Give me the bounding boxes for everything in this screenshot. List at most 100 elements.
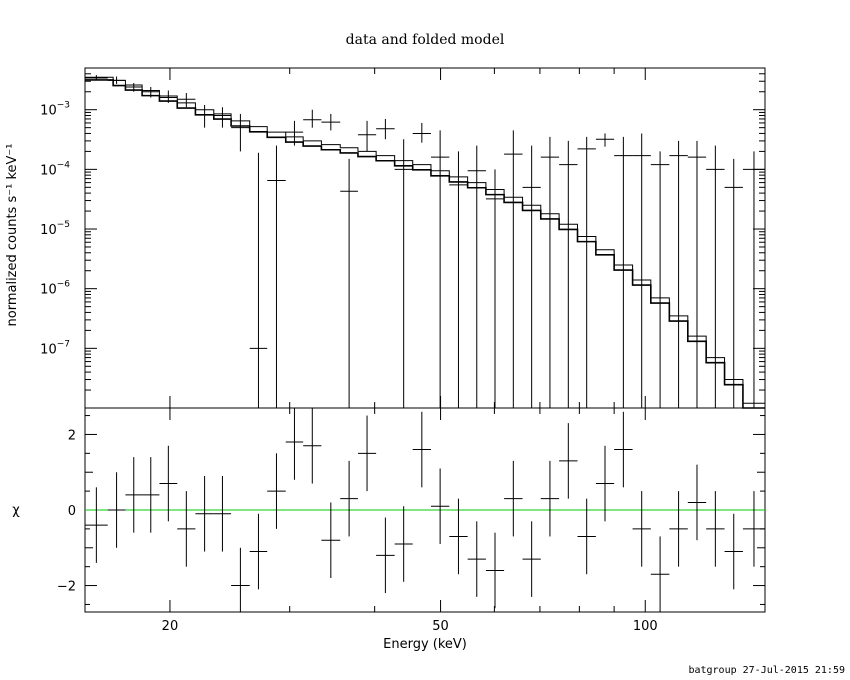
data-point (614, 136, 633, 408)
residuals-series (85, 408, 765, 612)
residual-point (285, 408, 304, 480)
x-tick-labels: 20 50 100 (162, 619, 658, 634)
y-tick-mantissa: 10 (40, 342, 57, 357)
residual-point (357, 415, 377, 492)
upper-plot-frame (84, 67, 766, 409)
data-series (85, 75, 765, 408)
residual-point (650, 536, 670, 612)
residual-point (412, 411, 431, 488)
data-point (504, 130, 523, 408)
residual-point (504, 460, 523, 537)
y-tick-exponent: −4 (57, 160, 71, 170)
data-point (231, 113, 250, 152)
lower-y-tick-label: 2 (68, 428, 76, 443)
data-point (522, 145, 541, 408)
data-point (632, 133, 651, 408)
lower-y-tick-label: −2 (57, 580, 76, 595)
data-point (376, 118, 395, 140)
upper-y-tick-label: 10−5 (40, 220, 70, 238)
data-point (724, 158, 743, 408)
upper-y-tick-label: 10−3 (40, 101, 70, 119)
data-point (142, 87, 160, 98)
data-point (107, 76, 126, 84)
upper-y-tick-label: 10−6 (40, 280, 70, 298)
residual-point (125, 457, 143, 533)
footer-stamp: batgroup 27-Jul-2015 21:59 (688, 665, 845, 676)
residual-point (394, 506, 413, 582)
lower-y-tick-label: 0 (68, 504, 76, 519)
residual-point (522, 521, 541, 597)
data-point (412, 122, 431, 143)
residual-point (449, 498, 468, 575)
residual-point (687, 464, 707, 541)
residual-point (85, 487, 108, 563)
data-point (303, 109, 322, 128)
upper-y-axis-label: normalized counts s⁻¹ keV⁻¹ (5, 144, 20, 327)
residual-point (614, 411, 633, 488)
y-tick-exponent: −3 (57, 101, 70, 111)
x-tick-label: 100 (633, 619, 658, 634)
y-tick-exponent: −7 (57, 339, 70, 349)
residual-point (142, 457, 160, 533)
y-tick-exponent: −6 (57, 280, 71, 290)
data-point (125, 83, 143, 92)
data-point (577, 136, 596, 408)
lower-y-tick-labels: −2 0 2 (57, 428, 76, 594)
y-tick-mantissa: 10 (40, 163, 57, 178)
residual-point (376, 517, 395, 594)
x-tick-label: 50 (432, 619, 449, 634)
data-point (249, 152, 268, 408)
residual-point (231, 547, 250, 612)
residual-point (595, 445, 615, 522)
data-point (706, 145, 725, 408)
y-tick-mantissa: 10 (40, 283, 57, 298)
y-tick-mantissa: 10 (40, 223, 57, 238)
residual-point (706, 491, 725, 567)
residual-point (742, 491, 765, 567)
data-point (285, 120, 304, 146)
data-point (394, 139, 413, 408)
model-step-line (85, 76, 765, 404)
data-point (687, 140, 707, 408)
residual-point (669, 491, 688, 567)
data-point (559, 140, 578, 408)
residual-point (540, 460, 560, 537)
data-point (595, 133, 615, 147)
residual-point (321, 502, 341, 578)
data-point (742, 151, 765, 408)
residual-point (159, 445, 178, 522)
residual-point (724, 513, 743, 590)
data-point (669, 140, 688, 408)
residual-point (430, 468, 450, 544)
residual-point (249, 513, 268, 590)
upper-axis-ticks (85, 68, 765, 612)
data-point (159, 90, 178, 103)
residual-point (213, 476, 232, 552)
data-point (485, 169, 505, 408)
data-point (85, 75, 108, 81)
data-point (267, 145, 286, 408)
residual-point (485, 532, 505, 609)
upper-y-axis-label-text: normalized counts s⁻¹ keV⁻¹ (5, 144, 20, 327)
residual-point (340, 460, 358, 537)
x-axis-label: Energy (keV) (383, 637, 467, 652)
chart-title: data and folded model (346, 32, 505, 48)
residual-point (177, 491, 196, 567)
y-tick-exponent: −5 (57, 220, 70, 230)
residual-point (632, 491, 651, 567)
y-tick-mantissa: 10 (40, 104, 57, 119)
residual-point (577, 498, 596, 575)
residual-point (559, 423, 578, 499)
data-point (177, 93, 196, 108)
model-step-line-folded (85, 79, 765, 409)
data-point (195, 104, 214, 128)
data-point (467, 145, 486, 408)
data-point (321, 113, 341, 131)
model-series (85, 76, 765, 409)
data-point (449, 151, 468, 408)
lower-y-axis-label: χ (12, 503, 20, 518)
residual-point (303, 408, 322, 484)
data-point (430, 130, 450, 408)
residual-point (267, 453, 286, 529)
